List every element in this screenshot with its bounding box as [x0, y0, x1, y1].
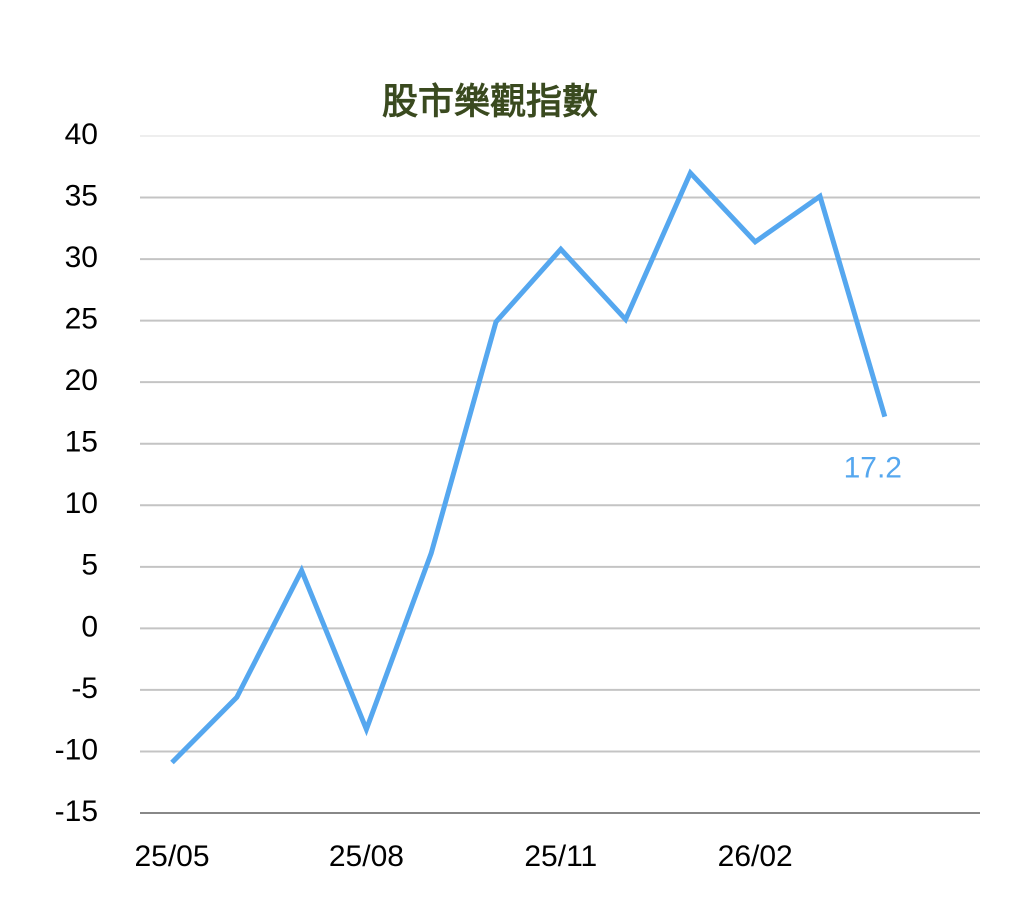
x-tick-label: 25/08	[329, 840, 404, 873]
x-tick-label: 25/05	[134, 840, 209, 873]
x-tick-label: 25/11	[524, 840, 597, 873]
y-tick-label: -10	[55, 733, 98, 766]
chart-title: 股市樂觀指數	[382, 81, 598, 122]
y-tick-label: 40	[65, 118, 98, 151]
y-tick-label: 25	[65, 303, 98, 336]
data-label: 17.2	[844, 452, 902, 485]
x-tick-label: 26/02	[718, 840, 793, 873]
y-tick-label: -5	[71, 672, 98, 705]
y-tick-label: 15	[65, 426, 98, 459]
y-tick-label: 20	[65, 364, 98, 397]
line-series	[170, 168, 888, 765]
y-tick-label: 10	[65, 487, 98, 520]
y-tick-label: 5	[81, 549, 98, 582]
y-tick-label: -15	[55, 795, 98, 828]
y-tick-label: 35	[65, 179, 98, 212]
y-tick-label: 0	[81, 610, 98, 643]
y-tick-label: 30	[65, 241, 98, 274]
